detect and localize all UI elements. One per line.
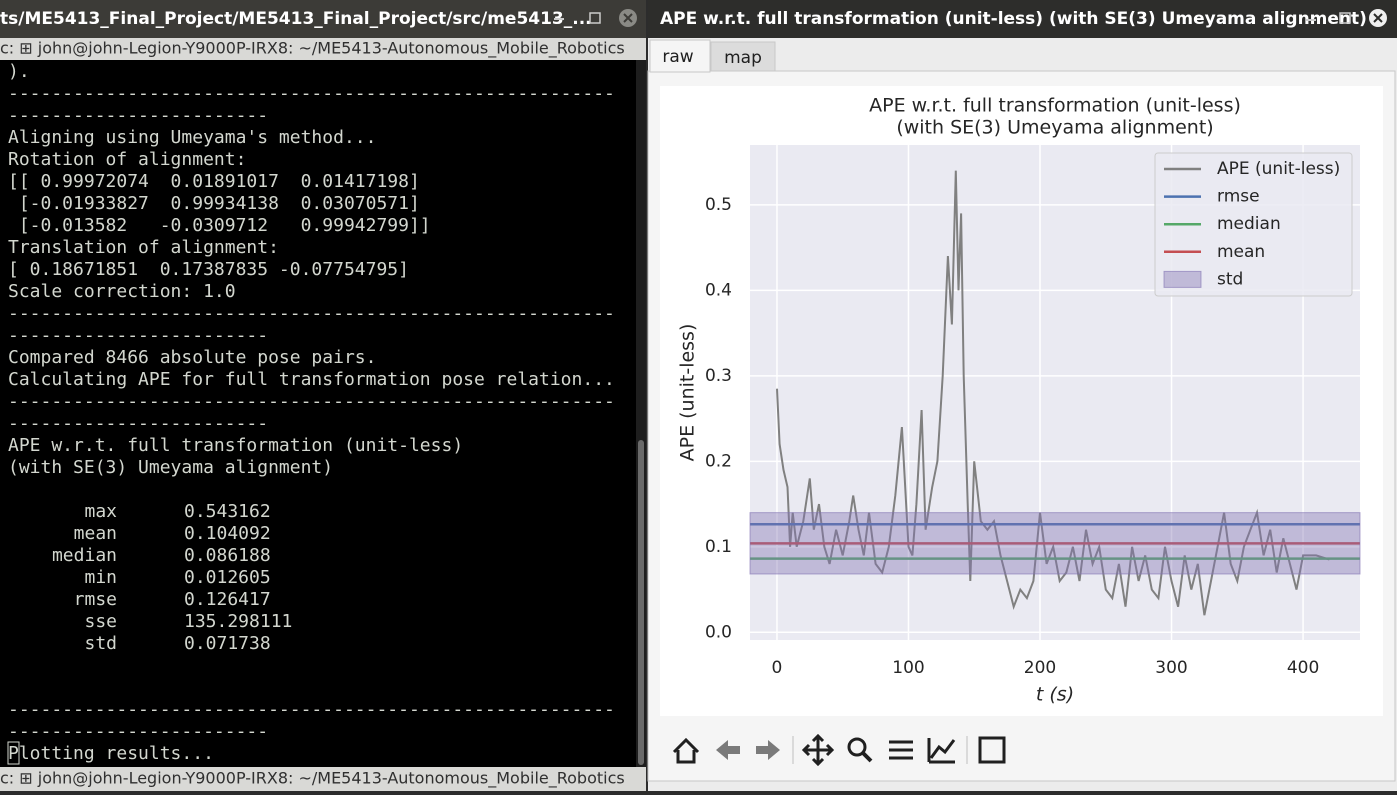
y-tick-label: 0.1 <box>705 537 732 557</box>
terminal-line: Aligning using Umeyama's method... <box>8 127 376 148</box>
back-button[interactable] <box>716 740 740 760</box>
zoom-button[interactable] <box>847 737 873 763</box>
terminal-line: Calculating APE for full transformation … <box>8 369 615 390</box>
terminal-line: ----------------------------------------… <box>8 83 615 104</box>
x-tick-label: 400 <box>1287 658 1319 678</box>
legend-label: std <box>1217 269 1243 289</box>
ape-line <box>776 170 1330 616</box>
close-icon <box>1373 13 1383 23</box>
tab-label: raw <box>662 47 693 67</box>
terminal[interactable] <box>0 60 636 767</box>
legend <box>1154 152 1353 297</box>
stat-value: 0.086188 <box>184 545 271 566</box>
std-band <box>749 512 1361 575</box>
stat-name: sse <box>84 611 117 632</box>
terminal-line: ------------------------ <box>8 721 268 742</box>
terminal-line: Scale correction: 1.0 <box>8 281 236 302</box>
y-axis-label: APE (unit-less) <box>677 324 699 462</box>
terminal-line: [[ 0.99972074 0.01891017 0.01417198] <box>8 171 420 192</box>
stat-name: rmse <box>74 589 117 610</box>
chart-title: APE w.r.t. full transformation (unit-les… <box>869 95 1241 117</box>
terminal-tab-label: c: ⊞ john@john-Legion-Y9000P-IRX8: ~/ME5… <box>0 39 625 59</box>
terminal-line: (with SE(3) Umeyama alignment) <box>8 457 333 478</box>
terminal-line: [ 0.18671851 0.17387835 -0.07754795] <box>8 259 409 280</box>
y-tick-label: 0.0 <box>705 622 732 642</box>
cursor <box>7 741 20 765</box>
window-title: ts/ME5413_Final_Project/ME5413_Final_Pro… <box>0 9 592 29</box>
configure-button[interactable] <box>889 740 913 760</box>
y-tick-label: 0.2 <box>705 451 732 471</box>
tab-raw[interactable] <box>649 39 711 73</box>
terminal-line: Translation of alignment: <box>8 237 279 258</box>
stat-value: 0.012605 <box>184 567 271 588</box>
tab-label: map <box>724 48 762 68</box>
terminal-line: ----------------------------------------… <box>8 303 615 324</box>
stat-name: std <box>84 633 117 654</box>
pan-button[interactable] <box>801 733 835 767</box>
terminal-line: APE w.r.t. full transformation (unit-les… <box>8 435 463 456</box>
maximize-button[interactable] <box>589 12 601 24</box>
chart: APE w.r.t. full transformation (unit-les… <box>677 95 1361 706</box>
legend-label: APE (unit-less) <box>1217 159 1340 179</box>
y-tick-label: 0.4 <box>705 280 732 300</box>
stat-value: 0.071738 <box>184 633 271 654</box>
title-bar <box>0 0 646 38</box>
terminal-line: [-0.01933827 0.99934138 0.03070571] <box>8 193 420 214</box>
legend-swatch <box>1163 270 1202 288</box>
x-axis-label: t (s) <box>1036 684 1074 706</box>
terminal-line: ). <box>8 61 30 82</box>
axes-button[interactable] <box>927 738 956 764</box>
terminal-line: ----------------------------------------… <box>8 391 615 412</box>
terminal-line: [-0.013582 -0.0309712 0.99942799]] <box>8 215 431 236</box>
home-button[interactable] <box>672 737 700 764</box>
terminal-line: Plotting results... <box>8 743 214 764</box>
x-tick-label: 100 <box>892 658 924 678</box>
terminal-line: ----------------------------------------… <box>8 699 615 720</box>
terminal-line: Compared 8466 absolute pose pairs. <box>8 347 376 368</box>
scrollbar[interactable] <box>636 60 646 767</box>
terminal-line: Rotation of alignment: <box>8 149 246 170</box>
tab-map[interactable] <box>710 41 776 72</box>
x-tick-label: 300 <box>1155 658 1187 678</box>
terminal-line: ------------------------ <box>8 105 268 126</box>
legend-label: mean <box>1217 242 1265 262</box>
title-bar <box>648 0 1397 38</box>
x-tick-label: 0 <box>772 658 783 678</box>
legend-label: rmse <box>1217 187 1260 207</box>
terminal-line: ------------------------ <box>8 413 268 434</box>
stat-value: 0.104092 <box>184 523 271 544</box>
close-icon <box>623 13 633 23</box>
stat-name: min <box>84 567 117 588</box>
stat-name: median <box>52 545 117 566</box>
terminal-text: ).--------------------------------------… <box>8 61 615 764</box>
terminal-line: ------------------------ <box>8 325 268 346</box>
stat-value: 0.543162 <box>184 501 271 522</box>
maximize-button[interactable] <box>1339 12 1351 24</box>
stat-name: max <box>84 501 117 522</box>
x-tick-label: 200 <box>1024 658 1056 678</box>
terminal-tab[interactable] <box>0 767 646 791</box>
scroll-thumb[interactable] <box>638 440 644 765</box>
forward-button[interactable] <box>756 740 780 760</box>
y-tick-label: 0.5 <box>705 195 732 215</box>
terminal-tab[interactable] <box>0 38 646 60</box>
stat-value: 135.298111 <box>184 611 292 632</box>
toolbar <box>672 733 1006 767</box>
terminal-tab-label: c: ⊞ john@john-Legion-Y9000P-IRX8: ~/ME5… <box>0 769 625 789</box>
stat-name: mean <box>74 523 117 544</box>
stat-value: 0.126417 <box>184 589 271 610</box>
y-tick-label: 0.3 <box>705 366 732 386</box>
window-title: APE w.r.t. full transformation (unit-les… <box>660 9 1367 29</box>
legend-label: median <box>1217 214 1281 234</box>
chart-subtitle: (with SE(3) Umeyama alignment) <box>896 117 1213 139</box>
save-button[interactable] <box>978 736 1006 764</box>
